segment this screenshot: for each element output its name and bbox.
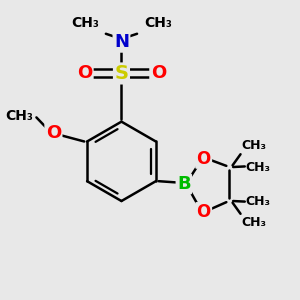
Text: CH₃: CH₃ (241, 216, 266, 229)
Text: O: O (151, 64, 166, 82)
Text: N: N (114, 33, 129, 51)
Text: CH₃: CH₃ (71, 16, 99, 29)
Text: CH₃: CH₃ (246, 160, 271, 173)
Text: O: O (46, 124, 61, 142)
Text: O: O (77, 64, 92, 82)
Text: CH₃: CH₃ (241, 139, 266, 152)
Text: CH₃: CH₃ (144, 16, 172, 29)
Text: CH₃: CH₃ (6, 109, 34, 123)
Text: CH₃: CH₃ (246, 194, 271, 208)
Text: O: O (196, 149, 211, 167)
Text: O: O (196, 203, 211, 221)
Text: B: B (177, 175, 190, 193)
Text: S: S (115, 64, 128, 83)
